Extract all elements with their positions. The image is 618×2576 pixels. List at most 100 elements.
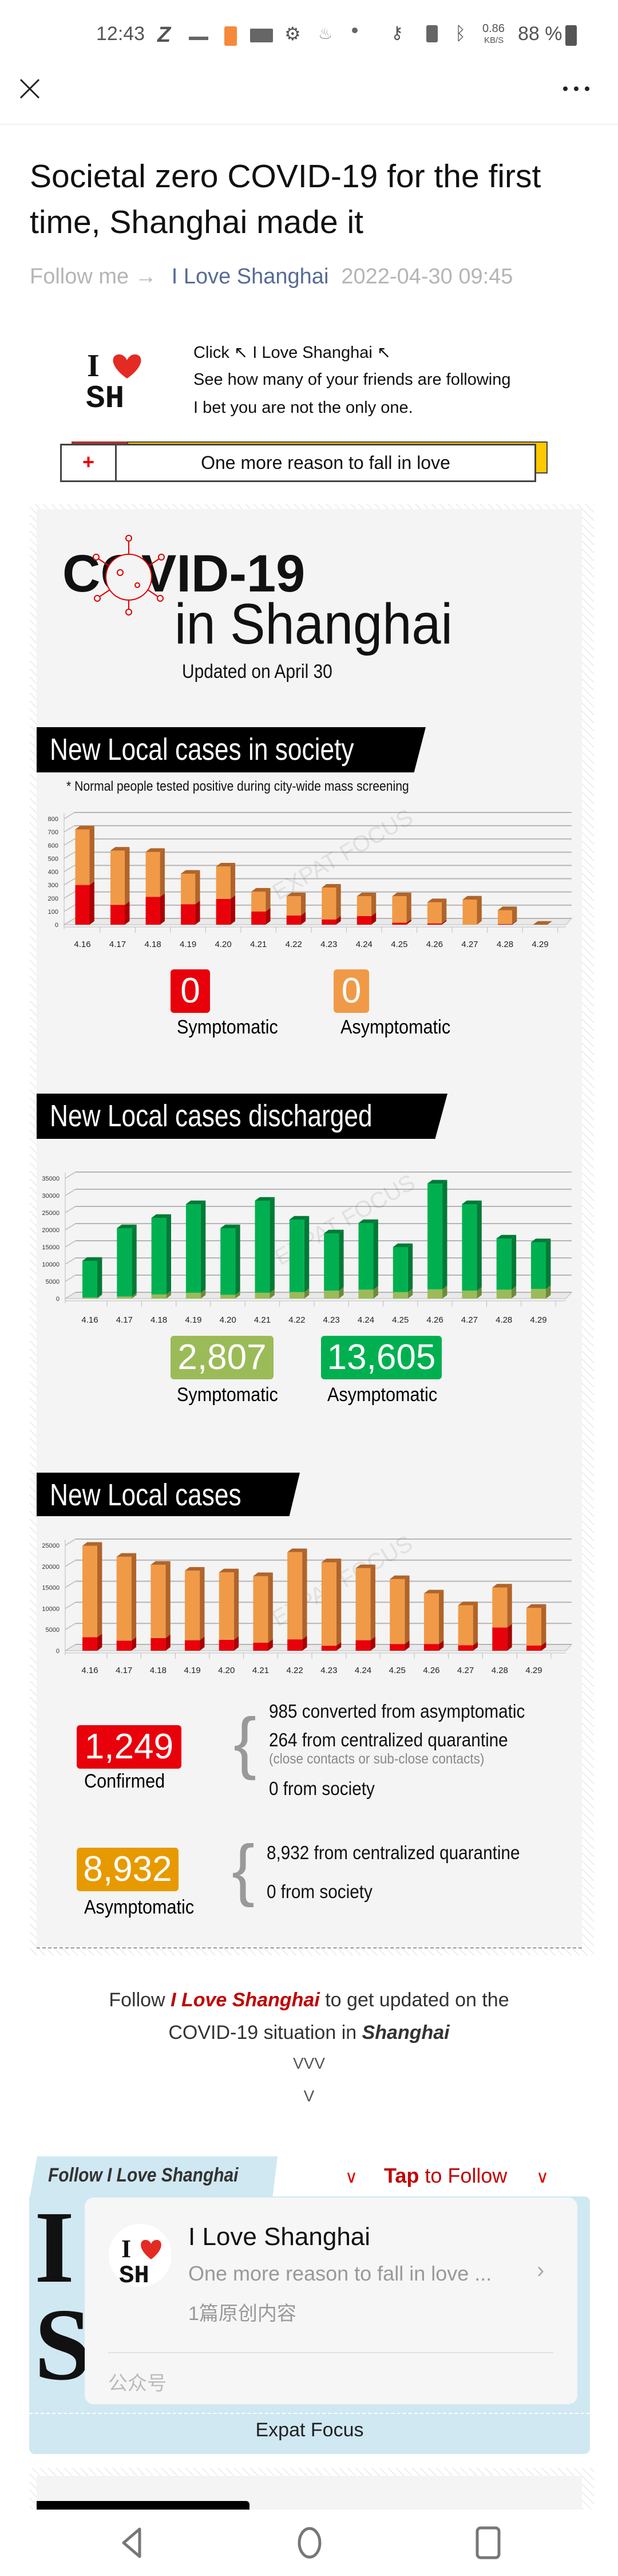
bar-segment [287, 1552, 303, 1640]
cta-text: COVID-19 situation in [168, 2022, 362, 2044]
y-tick-label: 500 [48, 855, 58, 862]
grid-line [64, 838, 75, 846]
bar-segment [324, 1233, 339, 1291]
bar-side [370, 1564, 375, 1640]
dot-icon [352, 27, 358, 33]
bar-side [165, 1634, 171, 1651]
cta-text: Follow [109, 1989, 171, 2011]
bar-side [200, 1567, 205, 1640]
x-tick-label: 4.27 [457, 1666, 474, 1675]
bar-segment [423, 1593, 439, 1644]
grid-line [64, 918, 75, 925]
bar-top [492, 1584, 512, 1588]
tap-to-follow[interactable]: Tap to Follow [384, 2164, 507, 2188]
bar-side [541, 1642, 546, 1651]
bar-segment [324, 1291, 339, 1299]
bar-segment [253, 1576, 268, 1643]
society-symptomatic-label: Symptomatic [177, 1016, 278, 1038]
x-tick-label: 4.17 [116, 1666, 132, 1675]
bar-segment [82, 1545, 97, 1638]
society-asymptomatic-label: Asymptomatic [340, 1016, 451, 1038]
bar-segment [220, 1295, 236, 1299]
bar-side [302, 1635, 307, 1651]
grid-line [64, 825, 75, 833]
divider [108, 2352, 553, 2353]
back-button[interactable] [119, 2526, 144, 2560]
x-tick-label: 4.20 [215, 940, 232, 949]
x-tick-label: 4.29 [525, 1666, 542, 1675]
status-time: 12:43 [96, 23, 145, 45]
bar-top [185, 1567, 205, 1571]
bar-side [407, 1243, 413, 1292]
bar-top [531, 1238, 551, 1242]
grid-line [65, 1171, 76, 1179]
bar-side [336, 1642, 342, 1651]
chevron-down-icon: ∨ [345, 2168, 358, 2187]
bar-segment [427, 1184, 443, 1289]
svg-text:I: I [87, 350, 100, 384]
x-tick-label: 4.20 [220, 1315, 236, 1325]
bar-side [131, 1637, 137, 1651]
x-tick-label: 4.22 [287, 1666, 303, 1675]
bar-segment [393, 1247, 408, 1292]
bar-segment [110, 905, 125, 925]
bar-side [268, 1639, 273, 1651]
promo-box[interactable]: + One more reason to fall in love [60, 444, 536, 482]
bar-top [497, 906, 517, 910]
bar-side [302, 1548, 307, 1640]
bar-side [438, 1640, 444, 1651]
bar-side [477, 1200, 482, 1291]
bar-segment [219, 1639, 234, 1651]
bar-top [462, 1200, 482, 1204]
bar-segment [181, 904, 196, 925]
bar-segment [216, 866, 231, 899]
promo-line-3: I bet you are not the only one. [193, 399, 413, 417]
bar-side [97, 1542, 102, 1638]
covid-title: COVID-19 [62, 545, 306, 603]
y-tick-label: 10000 [42, 1605, 60, 1612]
section-header-new-local: New Local cases [37, 1473, 300, 1516]
bar-side [230, 895, 236, 925]
bar-top [117, 1224, 137, 1228]
bar-side [200, 1289, 206, 1299]
bar-side [541, 1604, 546, 1646]
y-tick-label: 0 [55, 922, 58, 929]
account-link[interactable]: I Love Shanghai [171, 265, 329, 289]
x-tick-label: 4.19 [185, 1315, 201, 1325]
bar-side [336, 883, 341, 920]
bar-segment [75, 829, 90, 885]
x-tick-label: 4.19 [184, 1666, 200, 1675]
ntv-icon [250, 29, 273, 42]
bar-top [392, 892, 411, 897]
bar-segment [286, 896, 301, 916]
x-tick-label: 4.16 [81, 1315, 98, 1325]
account-card[interactable]: I SH I Love Shanghai One more reason to f… [85, 2198, 577, 2404]
x-tick-label: 4.25 [391, 940, 407, 949]
bar-segment [185, 1292, 201, 1299]
bar-segment [82, 1297, 97, 1299]
home-button[interactable] [296, 2526, 323, 2560]
bar-segment [427, 1289, 443, 1299]
bar-segment [393, 1292, 408, 1299]
x-tick-label: 4.18 [150, 1315, 167, 1325]
bar-side [336, 916, 341, 925]
grid-line [64, 905, 75, 912]
x-tick-label: 4.18 [144, 940, 161, 949]
bar-segment [526, 1645, 541, 1651]
recents-button[interactable] [475, 2526, 501, 2560]
bar-top [145, 848, 165, 852]
bar-top [355, 1564, 375, 1568]
bar-side [373, 1219, 378, 1290]
bar-segment [82, 1637, 97, 1651]
grid-line [64, 851, 75, 859]
bar-side [339, 1229, 344, 1291]
i-love-sh-logo: I SH [86, 348, 143, 417]
more-button[interactable] [562, 80, 591, 97]
bar-side [160, 848, 165, 897]
close-button[interactable] [17, 76, 42, 101]
bar-segment [355, 1568, 371, 1640]
bar-segment [253, 1643, 268, 1651]
bar-side [200, 1636, 205, 1651]
big-logo-letters: IS [34, 2199, 92, 2393]
